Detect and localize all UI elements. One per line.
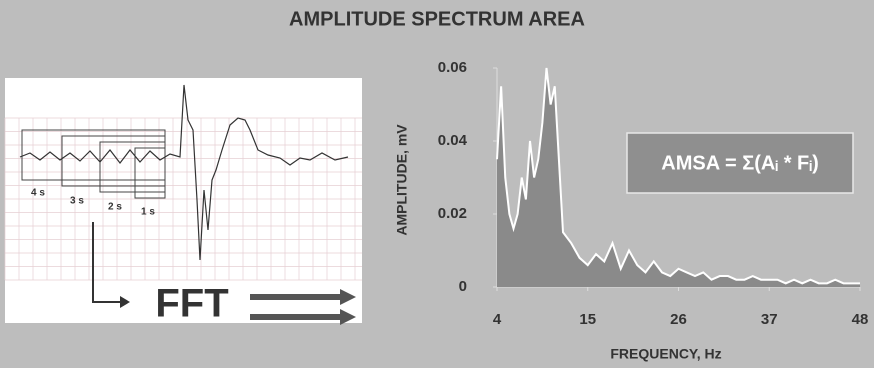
ecg-panel: 4 s 3 s 2 s 1 s FFT xyxy=(5,78,362,326)
y-tick-label: 0.06 xyxy=(438,59,467,76)
annotation: AMSA = Σ(Aᵢ * Fᵢ) xyxy=(661,152,818,174)
window-label: 3 s xyxy=(70,196,84,207)
y-tick-label: 0 xyxy=(459,278,467,295)
y-tick-label: 0.04 xyxy=(438,132,468,149)
window-label: 2 s xyxy=(108,202,122,213)
window-label: 1 s xyxy=(141,207,155,218)
slide: AMPLITUDE SPECTRUM AREA 4 s 3 s 2 s 1 s … xyxy=(0,0,874,368)
x-axis-label: FREQUENCY, Hz xyxy=(610,346,721,362)
y-axis-label: AMPLITUDE, mV xyxy=(394,124,410,236)
x-tick-label: 26 xyxy=(670,311,687,328)
y-tick-label: 0.02 xyxy=(438,205,467,222)
fft-label: FFT xyxy=(155,282,228,326)
x-tick-label: 15 xyxy=(579,311,596,328)
window-label: 4 s xyxy=(31,188,45,199)
chart-title: AMPLITUDE SPECTRUM AREA xyxy=(289,8,585,30)
x-tick-label: 37 xyxy=(761,311,778,328)
x-tick-label: 48 xyxy=(852,311,869,328)
x-tick-label: 4 xyxy=(493,311,502,328)
